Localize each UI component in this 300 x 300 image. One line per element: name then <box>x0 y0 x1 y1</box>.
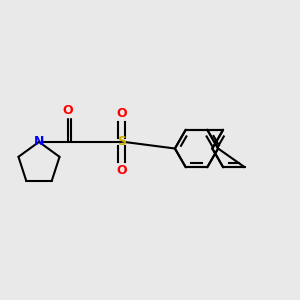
Text: O: O <box>116 164 127 177</box>
Text: O: O <box>116 107 127 120</box>
Text: N: N <box>34 135 44 148</box>
Text: O: O <box>62 104 73 117</box>
Text: S: S <box>117 135 126 148</box>
